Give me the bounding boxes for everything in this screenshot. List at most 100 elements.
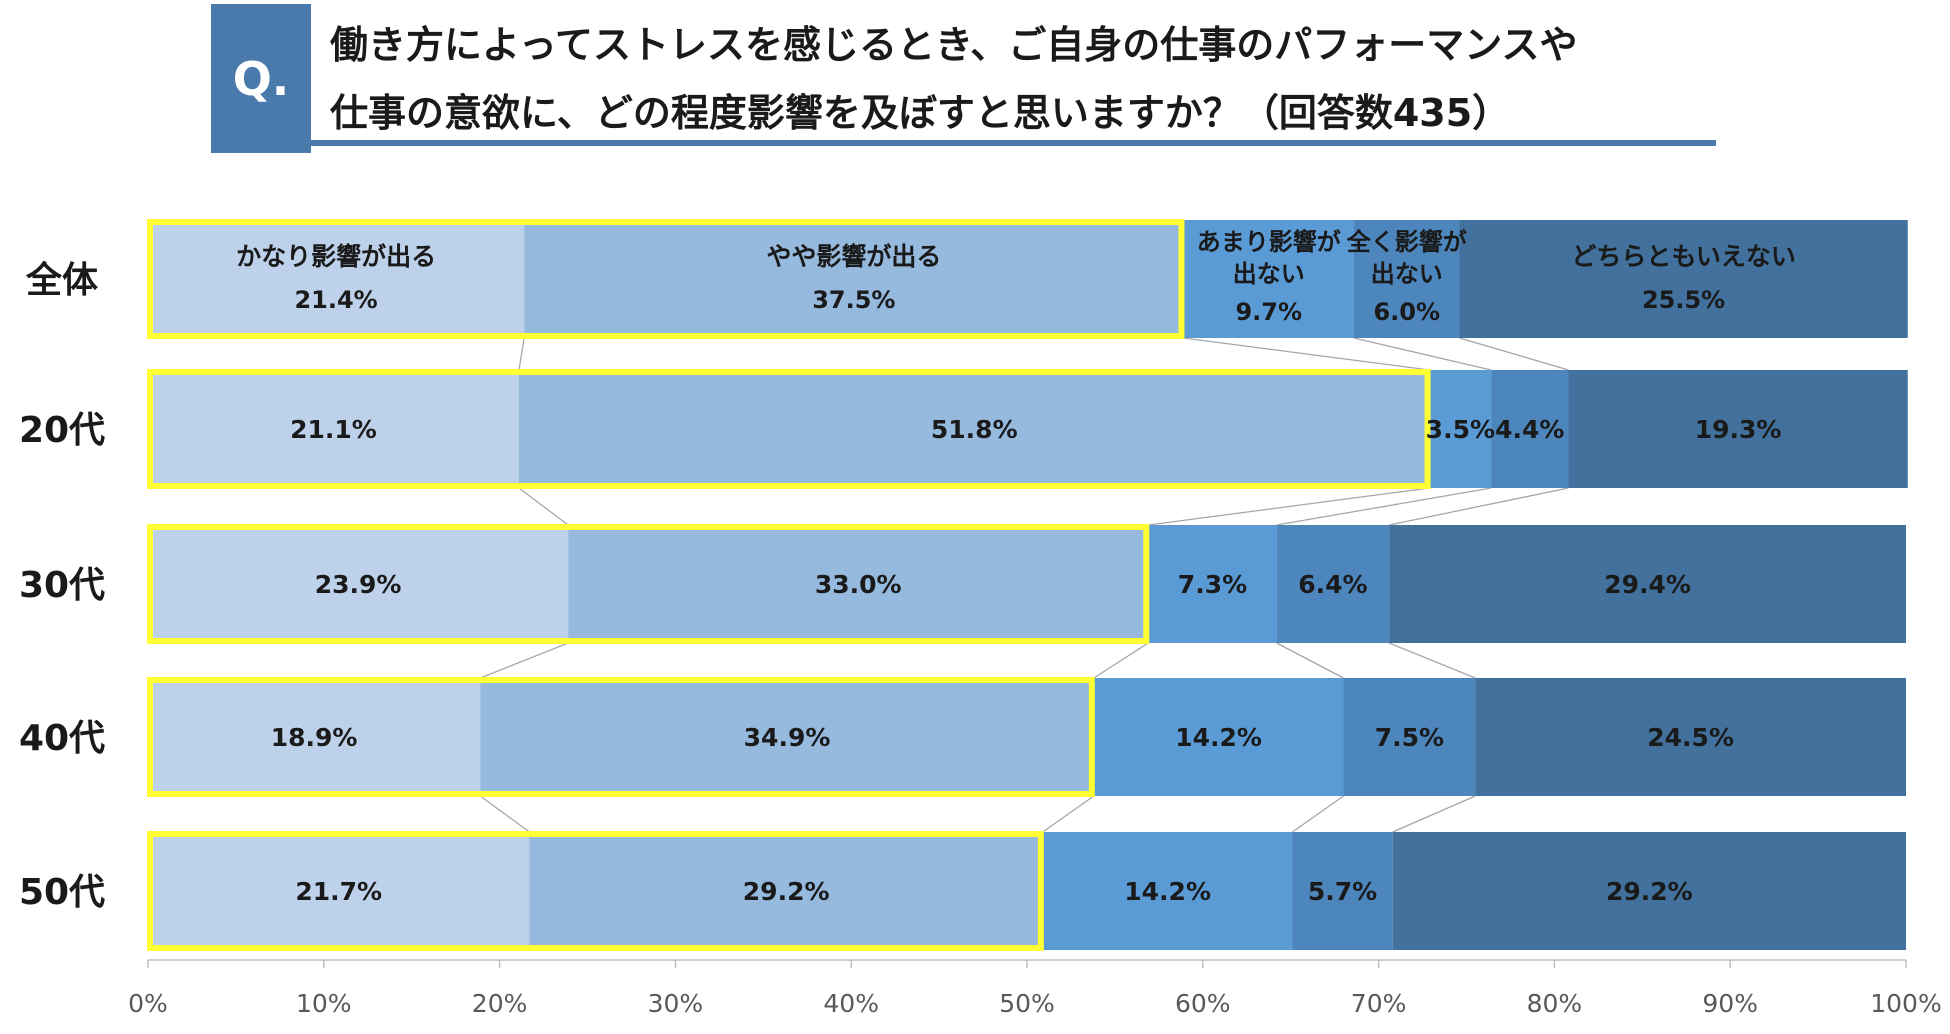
x-axis: 0% 10% 20% 30% 40% 50% 60% 70% 80% 90% 100% <box>128 959 1942 1018</box>
highlight-box <box>147 524 1150 644</box>
data-label: 3.5% <box>1426 415 1495 444</box>
data-label: 34.9% <box>744 723 831 752</box>
series-line <box>1388 642 1476 679</box>
bar-segment <box>1353 220 1460 338</box>
data-label: 14.2% <box>1124 877 1211 906</box>
data-label: 29.2% <box>743 877 830 906</box>
series-line <box>1093 642 1149 679</box>
highlight-box <box>147 831 1044 951</box>
x-tick-label: 70% <box>1351 989 1407 1018</box>
legend-label: かなり影響が出る <box>236 242 436 271</box>
category-labels: 全体 20代 30代 40代 50代 <box>19 259 105 913</box>
bar-segment <box>1459 220 1908 338</box>
data-label: 21.7% <box>295 877 382 906</box>
bar-segment <box>1276 525 1390 643</box>
bar-segment <box>480 678 1094 796</box>
data-label: 21.4% <box>294 286 377 314</box>
bar-segment <box>148 370 519 488</box>
legend-label: どちらともいえない <box>1571 242 1796 271</box>
bar-segment <box>148 220 525 338</box>
question-badge: Q. <box>211 4 311 153</box>
title-underline <box>311 140 1716 146</box>
x-tick-label: 10% <box>296 989 352 1018</box>
series-lines <box>479 337 1569 833</box>
bar-segment <box>148 832 530 950</box>
data-label: 29.4% <box>1604 570 1691 599</box>
category-label: 50代 <box>19 872 105 913</box>
series-line <box>518 487 569 526</box>
bar-segment <box>1148 525 1277 643</box>
category-label: 全体 <box>25 259 98 301</box>
highlight-box <box>147 219 1185 339</box>
series-line <box>1148 487 1430 526</box>
series-line <box>1353 337 1492 371</box>
data-label: 51.8% <box>931 415 1018 444</box>
x-tick-label: 60% <box>1175 989 1231 1018</box>
data-label: 18.9% <box>271 723 358 752</box>
data-label: 37.5% <box>812 286 895 314</box>
x-tick-label: 100% <box>1870 989 1941 1018</box>
highlight-boxes <box>147 219 1431 951</box>
bar-segment <box>1429 370 1492 488</box>
question-title-line-1: 働き方によってストレスを感じるとき、ご自身の仕事のパフォーマンスや <box>330 23 1578 67</box>
data-label: 14.2% <box>1175 723 1262 752</box>
question-title-line-2: 仕事の意欲に、どの程度影響を及ぼすと思いますか？（回答数435） <box>330 91 1511 135</box>
data-label: 29.2% <box>1606 877 1693 906</box>
bar-segment <box>518 370 1430 488</box>
bar-segment <box>1042 832 1293 950</box>
series-line <box>1389 487 1569 526</box>
bar-segment <box>1343 678 1476 796</box>
legend-label: やや影響が出る <box>766 242 941 271</box>
series-line <box>1292 795 1344 833</box>
bar-segment <box>568 525 1149 643</box>
data-label: 24.5% <box>1647 723 1734 752</box>
series-line <box>1183 337 1430 371</box>
x-tick-label: 30% <box>648 989 704 1018</box>
series-line <box>1276 487 1492 526</box>
series-line <box>1042 795 1095 833</box>
bar-segment <box>148 525 569 643</box>
data-label: 33.0% <box>815 570 902 599</box>
bar-segment <box>1292 832 1393 950</box>
series-line <box>480 642 569 679</box>
bar-segment <box>1183 220 1354 338</box>
bar-segment <box>1475 678 1906 796</box>
series-line <box>1392 795 1476 833</box>
data-label: 6.4% <box>1298 570 1367 599</box>
bar-segment <box>1568 370 1908 488</box>
bar-segment <box>1491 370 1569 488</box>
x-tick-label: 90% <box>1702 989 1758 1018</box>
bar-segment <box>1392 832 1906 950</box>
bar-segment <box>148 678 481 796</box>
legend-label: 出ない <box>1233 260 1305 288</box>
category-label: 20代 <box>19 410 105 451</box>
legend-label: 全く影響が <box>1346 228 1467 256</box>
bar-segment <box>1093 678 1344 796</box>
x-tick-label: 40% <box>823 989 879 1018</box>
data-label: 19.3% <box>1695 415 1782 444</box>
highlight-box <box>147 677 1095 797</box>
series-line <box>1276 642 1344 679</box>
x-tick-label: 0% <box>128 989 168 1018</box>
data-label: 9.7% <box>1235 298 1302 326</box>
data-label: 7.5% <box>1375 723 1444 752</box>
bars <box>148 220 1908 950</box>
bar-segment <box>1389 525 1906 643</box>
data-label: 21.1% <box>290 415 377 444</box>
highlight-box <box>147 369 1431 489</box>
legend-label: 出ない <box>1371 260 1443 288</box>
data-label: 7.3% <box>1178 570 1247 599</box>
data-label: 25.5% <box>1642 286 1725 314</box>
data-label: 5.7% <box>1308 877 1377 906</box>
category-label: 30代 <box>19 565 105 606</box>
data-label: 23.9% <box>315 570 402 599</box>
x-tick-label: 50% <box>999 989 1055 1018</box>
legend-label: あまり影響が <box>1197 228 1341 256</box>
x-tick-label: 20% <box>472 989 528 1018</box>
data-label: 6.0% <box>1373 298 1440 326</box>
series-line <box>518 337 525 371</box>
series-line <box>1459 337 1569 371</box>
bar-segment <box>529 832 1043 950</box>
category-label: 40代 <box>19 718 105 759</box>
